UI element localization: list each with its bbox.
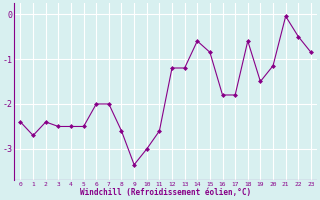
X-axis label: Windchill (Refroidissement éolien,°C): Windchill (Refroidissement éolien,°C) — [80, 188, 251, 197]
